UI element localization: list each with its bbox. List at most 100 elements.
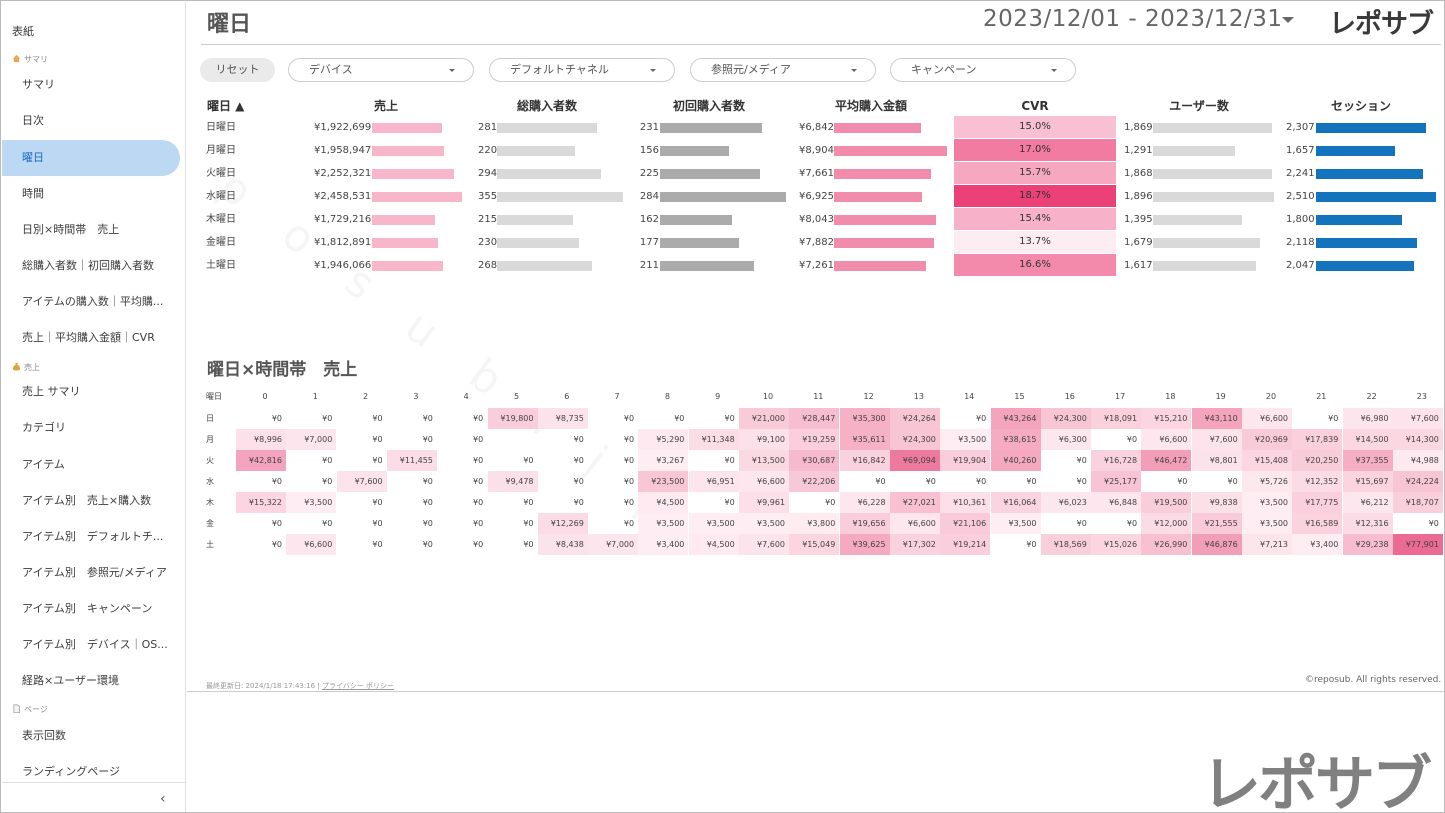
heatmap-cell: ¥20,250 [1292, 450, 1343, 471]
column-header[interactable]: 曜日 ▲ [207, 99, 245, 113]
heatmap-cell: ¥0 [372, 540, 383, 549]
first-value: 211 [639, 260, 659, 271]
heatmap-cell: ¥7,600 [336, 471, 387, 492]
heatmap-cell: ¥0 [271, 414, 282, 423]
sidebar-item-weekday[interactable]: 曜日 [2, 140, 180, 176]
buyers-value: 215 [478, 214, 498, 225]
sidebar-item-item-purchases[interactable]: アイテムの購入数｜平均購... [22, 295, 164, 308]
sidebar-item-item-source[interactable]: アイテム別 参照元/メディア [22, 566, 167, 579]
weekday-cell: 土曜日 [206, 260, 236, 271]
column-header[interactable]: セッション [1330, 99, 1391, 113]
device-filter[interactable]: デバイス [288, 58, 474, 82]
sidebar-item-hour[interactable]: 時間 [22, 187, 44, 200]
heatmap-cell: ¥6,600 [1242, 408, 1292, 429]
column-header[interactable]: ユーザー数 [1169, 99, 1229, 113]
column-header[interactable]: 平均購入金額 [834, 99, 907, 113]
heatmap-cell: ¥0 [623, 414, 635, 423]
heatmap-row-label: 火 [206, 456, 214, 465]
heatmap-cell: ¥7,600 [1392, 408, 1443, 429]
heatmap-cell: ¥0 [623, 477, 635, 486]
sidebar-item-item-channel[interactable]: アイテム別 デフォルトチ... [22, 530, 164, 543]
heatmap-cell: ¥0 [473, 519, 484, 528]
buyers-value: 355 [478, 191, 498, 202]
column-header[interactable]: 初回購入者数 [672, 99, 745, 113]
sidebar-section-summary: サマリ [12, 54, 48, 65]
heatmap-cell: ¥0 [271, 519, 282, 528]
sidebar-item-daily[interactable]: 日次 [22, 114, 44, 127]
heatmap-cell: ¥0 [623, 456, 635, 465]
first-bar [660, 192, 786, 202]
reset-button[interactable]: リセット [200, 58, 275, 82]
heatmap-row-label: 月 [206, 435, 214, 444]
sales-value: ¥1,922,699 [314, 122, 372, 133]
heatmap-cell: ¥0 [322, 414, 333, 423]
chevron-down-icon[interactable] [1282, 17, 1294, 23]
sidebar-item-summary[interactable]: サマリ [22, 78, 55, 91]
buyers-bar [497, 261, 592, 271]
heatmap-cell: ¥69,094 [889, 450, 940, 471]
heatmap-cell: ¥6,980 [1342, 408, 1393, 429]
sidebar-item-category[interactable]: カテゴリ [22, 421, 66, 434]
date-range-picker[interactable]: 2023/12/01 - 2023/12/31 [983, 6, 1283, 32]
sidebar-item-item-sales[interactable]: アイテム別 売上×購入数 [22, 494, 152, 507]
column-header[interactable]: CVR [1021, 99, 1049, 113]
heatmap-cell: ¥0 [875, 477, 886, 486]
avg-bar [834, 261, 926, 271]
hour-header: 23 [1416, 392, 1427, 401]
sidebar-item-sales-cvr[interactable]: 売上｜平均購入金額｜CVR [22, 331, 155, 344]
money-bag-icon [12, 362, 21, 371]
heatmap-cell: ¥3,500 [1242, 492, 1292, 513]
hour-header: 17 [1115, 392, 1126, 401]
heatmap-cell: ¥21,106 [940, 513, 991, 534]
sidebar-item-item[interactable]: アイテム [22, 458, 65, 471]
heatmap-cell: ¥0 [372, 414, 383, 423]
source-medium-filter[interactable]: 参照元/メディア [690, 58, 876, 82]
column-header[interactable]: 総購入者数 [516, 99, 577, 113]
heatmap-cell: ¥24,224 [1392, 471, 1443, 492]
heatmap-cell: ¥16,842 [839, 450, 890, 471]
sidebar-item-day-hour-sales[interactable]: 日別×時間帯 売上 [22, 223, 120, 236]
sessions-bar [1316, 146, 1395, 156]
heatmap-cell: ¥0 [523, 540, 534, 549]
brand-logo-large: レポサブ [1201, 750, 1432, 813]
sidebar-item-landing[interactable]: ランディングページ [22, 765, 121, 778]
sales-value: ¥1,946,066 [314, 260, 372, 271]
sidebar-item-item-device[interactable]: アイテム別 デバイス｜OS... [22, 638, 168, 651]
heatmap-cell: ¥35,611 [839, 429, 890, 450]
hour-header: 5 [513, 392, 520, 401]
avg-bar [834, 238, 934, 248]
buyers-value: 281 [478, 122, 498, 133]
sessions-value: 2,510 [1286, 191, 1315, 202]
buyers-value: 220 [478, 145, 498, 156]
heatmap-cell: ¥0 [372, 498, 383, 507]
column-header[interactable]: 売上 [373, 99, 398, 113]
heatmap-cell: ¥0 [523, 456, 534, 465]
sidebar-item-buyers[interactable]: 総購入者数｜初回購入者数 [22, 259, 154, 272]
users-value: 1,617 [1124, 260, 1153, 271]
heatmap-cell: ¥43,264 [990, 408, 1041, 429]
heatmap-cell: ¥0 [573, 435, 584, 444]
privacy-policy-link[interactable]: プライバシー ポリシー [321, 682, 395, 690]
heatmap-cell: ¥0 [724, 498, 735, 507]
heatmap-cell: ¥19,904 [940, 450, 991, 471]
hour-header: 22 [1366, 392, 1377, 401]
heatmap-cell: ¥18,707 [1392, 492, 1443, 513]
sidebar: 表紙 サマリ サマリ 日次 曜日 時間 日別×時間帯 売上 総購入者数｜初回購入… [2, 2, 186, 812]
sidebar-item-path-env[interactable]: 経路×ユーザー環境 [22, 674, 119, 687]
sidebar-item-cover[interactable]: 表紙 [12, 25, 34, 38]
heatmap-cell: ¥0 [623, 498, 635, 507]
buyers-value: 294 [478, 168, 498, 179]
sidebar-item-sales-summary[interactable]: 売上 サマリ [22, 385, 81, 398]
heatmap-cell: ¥3,500 [990, 513, 1041, 534]
heatmap-cell: ¥24,264 [889, 408, 940, 429]
sidebar-item-item-campaign[interactable]: アイテム別 キャンペーン [22, 602, 153, 615]
heatmap-cell: ¥9,100 [739, 429, 789, 450]
sidebar-item-pageviews[interactable]: 表示回数 [22, 729, 66, 742]
heatmap-cell: ¥0 [573, 456, 584, 465]
avg-bar [834, 192, 922, 202]
heatmap-cell: ¥6,600 [739, 471, 789, 492]
heatmap-cell: ¥0 [473, 498, 484, 507]
campaign-filter[interactable]: キャンペーン [890, 58, 1076, 82]
collapse-sidebar-icon[interactable]: ‹ [160, 791, 166, 807]
channel-filter[interactable]: デフォルトチャネル [489, 58, 675, 82]
